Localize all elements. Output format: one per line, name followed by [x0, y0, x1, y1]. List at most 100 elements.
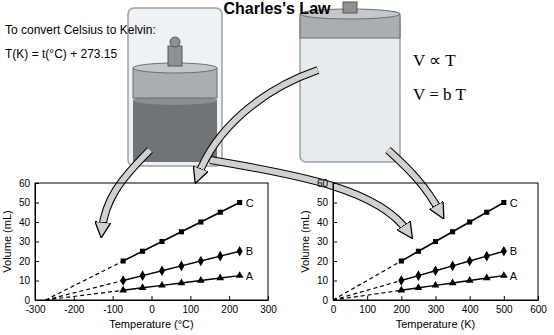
tick-label: 50: [19, 197, 31, 208]
series-label: C: [510, 197, 518, 209]
marker: [432, 281, 440, 288]
equation: V ∝ T: [413, 51, 456, 70]
marker: [140, 249, 145, 254]
marker: [119, 286, 127, 293]
tick-label: 100: [359, 304, 376, 315]
tick: 10: [317, 275, 337, 286]
tick: 20: [317, 256, 337, 267]
x-axis: 0100200300400500600: [331, 296, 548, 315]
tick-mark: [367, 296, 368, 300]
marker: [415, 270, 421, 281]
tick: 500: [496, 296, 513, 315]
equation: V = b T: [413, 85, 467, 104]
tick-mark: [333, 183, 337, 184]
tick: 0: [24, 295, 39, 306]
marker: [217, 251, 223, 262]
arrow: [388, 150, 440, 212]
marker: [178, 278, 186, 285]
tick: -200: [64, 296, 84, 315]
note: T(K) = t(°C) + 273.15: [5, 47, 117, 61]
arrow-outline: [198, 70, 318, 176]
series-label: B: [246, 245, 253, 257]
tick-label: 30: [19, 236, 31, 247]
arrow-outline: [388, 150, 440, 212]
tick-label: 0: [24, 295, 30, 306]
marker: [216, 274, 224, 281]
marker: [197, 276, 205, 283]
marker: [484, 210, 489, 215]
marker: [484, 251, 490, 262]
x-axis: -300-200-1000100200300: [25, 296, 277, 315]
marker: [158, 281, 166, 288]
tick: 600: [530, 296, 547, 315]
tick-mark: [35, 222, 39, 223]
tick-label: 50: [317, 197, 329, 208]
marker: [466, 276, 474, 283]
x-axis-title: Temperature (°C): [109, 318, 193, 330]
marker: [121, 258, 126, 263]
marker: [450, 261, 456, 272]
tick-mark: [333, 261, 337, 262]
marker: [159, 239, 164, 244]
tick-label: 30: [317, 236, 329, 247]
tick-label: 60: [317, 178, 329, 189]
y-axis: 0102030405060: [19, 178, 39, 306]
tick-label: 100: [182, 304, 199, 315]
y-axis-title: Volume (mL): [1, 210, 13, 272]
marker: [198, 256, 204, 267]
tick: 300: [428, 296, 445, 315]
tick: 100: [182, 296, 199, 315]
tick: 10: [19, 275, 39, 286]
tick-mark: [333, 203, 337, 204]
marker: [416, 249, 421, 254]
tick-label: 300: [260, 304, 277, 315]
plot-area: [45, 200, 243, 300]
marker: [139, 283, 147, 290]
tick-label: 0: [149, 304, 155, 315]
tick: 300: [260, 296, 277, 315]
tick-mark: [35, 203, 39, 204]
tick-label: 200: [221, 304, 238, 315]
marker: [140, 270, 146, 281]
extrapolation-line: [45, 281, 123, 301]
marker: [449, 278, 457, 285]
marker: [178, 261, 184, 272]
tick-label: 500: [496, 304, 513, 315]
plot-frame: [333, 183, 538, 300]
tick-mark: [152, 296, 153, 300]
plot-frame: [35, 183, 268, 300]
marker: [501, 246, 507, 257]
marker: [120, 275, 126, 286]
weight: [343, 2, 357, 13]
tick-label: -100: [103, 304, 123, 315]
marker: [432, 265, 438, 276]
tick: 100: [359, 296, 376, 315]
y-axis: 0102030405060: [317, 178, 337, 306]
marker: [500, 271, 508, 278]
tick: 50: [19, 197, 39, 208]
tick: 60: [317, 178, 337, 189]
tick-mark: [538, 296, 539, 300]
series-labels: CBA: [510, 197, 518, 282]
series-line: [123, 251, 239, 280]
tick-mark: [35, 242, 39, 243]
tick-mark: [470, 296, 471, 300]
page: Charles's LawTo convert Celsius to Kelvi…: [0, 0, 554, 335]
y-axis-title: Volume (mL): [299, 210, 311, 272]
arrow-outline: [102, 150, 150, 230]
tick-label: 10: [317, 275, 329, 286]
note: To convert Celsius to Kelvin:: [5, 23, 156, 37]
tick-label: 400: [462, 304, 479, 315]
tick-mark: [35, 261, 39, 262]
weight: [168, 46, 182, 66]
tick: 30: [19, 236, 39, 247]
series-label: A: [246, 270, 254, 282]
x-axis-title: Temperature (K): [396, 318, 475, 330]
series-line: [401, 203, 504, 262]
tick: 40: [317, 217, 337, 228]
marker: [198, 219, 203, 224]
marker: [237, 246, 243, 257]
tick-mark: [268, 296, 269, 300]
tick-label: 200: [393, 304, 410, 315]
marker: [398, 275, 404, 286]
